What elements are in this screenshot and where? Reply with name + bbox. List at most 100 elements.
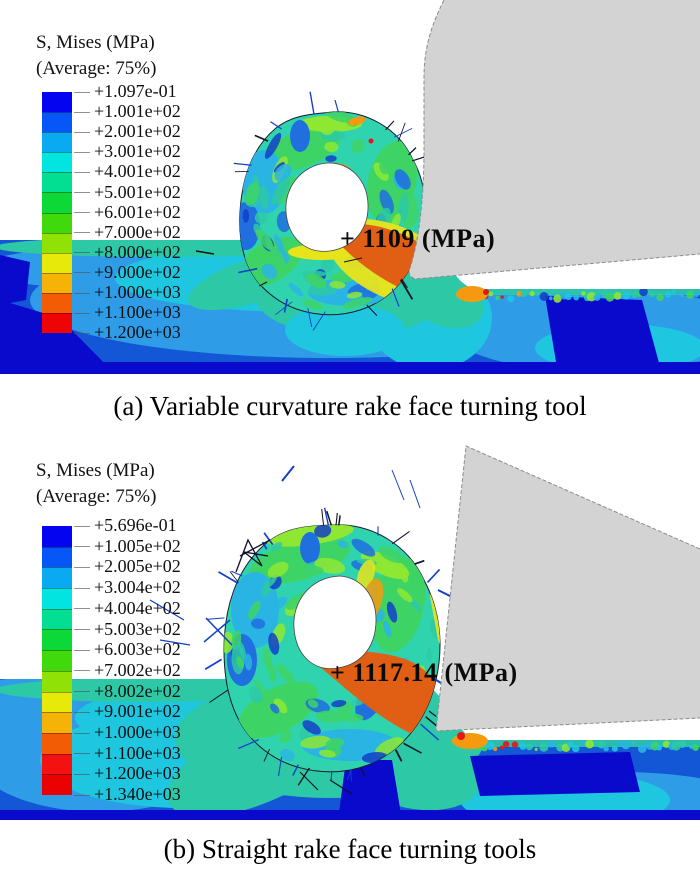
legend-tick xyxy=(74,192,90,193)
legend-value-label: +1.100e+03 xyxy=(94,742,181,763)
legend-color-band xyxy=(42,212,72,233)
legend-tick xyxy=(74,649,90,651)
legend-value-label: +1.005e+02 xyxy=(94,535,181,556)
legend-tick xyxy=(74,252,90,254)
legend-subtitle-a: (Average: 75%) xyxy=(36,58,157,79)
legend-tick xyxy=(74,312,90,314)
max-stress-annotation-a: + 1109 (MPa) xyxy=(340,224,496,253)
legend-tick xyxy=(74,272,90,274)
legend-tick xyxy=(74,292,90,294)
legend-value-label: +8.002e+02 xyxy=(94,680,181,701)
colorbar-legend-a: S, Mises (MPa) (Average: 75%) +1.097e-01… xyxy=(36,30,266,347)
chip-element-spikes-b xyxy=(204,507,441,786)
legend-value-label: +7.002e+02 xyxy=(94,659,181,680)
colorbar-legend-b: S, Mises (MPa) (Average: 75%) +5.696e-01… xyxy=(36,458,266,809)
legend-tick xyxy=(74,566,90,568)
legend-tick xyxy=(74,773,90,775)
legend-color-band xyxy=(42,172,72,193)
legend-tick xyxy=(74,131,90,133)
legend-tick xyxy=(74,91,90,93)
legend-value-label: +3.001e+02 xyxy=(94,141,181,162)
legend-color-band xyxy=(42,650,72,671)
legend-value-label: +2.001e+02 xyxy=(94,121,181,142)
legend-value-label: +1.000e+03 xyxy=(94,282,181,303)
legend-value-label: +3.004e+02 xyxy=(94,577,181,598)
legend-subtitle-b: (Average: 75%) xyxy=(36,486,157,507)
legend-tick xyxy=(74,608,90,610)
legend-value-label: +2.005e+02 xyxy=(94,556,181,577)
legend-value-label: +1.097e-01 xyxy=(94,81,177,102)
legend-color-band xyxy=(42,252,72,273)
legend-value-label: +5.003e+02 xyxy=(94,618,181,639)
legend-color-band xyxy=(42,272,72,293)
legend-color-band xyxy=(42,691,72,713)
legend-value-label: +1.000e+03 xyxy=(94,722,181,743)
legend-colorbar xyxy=(42,526,72,795)
legend-color-band xyxy=(42,732,72,754)
legend-tick xyxy=(74,111,90,113)
legend-tick xyxy=(74,794,90,796)
machined-surface-residual-stress-a xyxy=(476,287,699,303)
caption-panel-b: (b) Straight rake face turning tools xyxy=(163,834,537,864)
legend-value-label: +1.200e+03 xyxy=(94,763,181,784)
panel-a-chip xyxy=(195,91,426,331)
legend-tick xyxy=(74,151,90,153)
legend-color-band xyxy=(42,292,72,314)
legend-color-band xyxy=(42,546,72,568)
legend-value-label: +5.001e+02 xyxy=(94,181,181,202)
legend-color-band xyxy=(42,152,72,173)
max-stress-annotation-b: + 1117.14 (MPa) xyxy=(330,658,518,687)
chip-curl-hole-a xyxy=(285,162,369,252)
chip-curl-hole-b xyxy=(293,575,377,670)
panel-b-cutting-tool xyxy=(435,445,700,749)
legend-color-band xyxy=(42,132,72,153)
legend-color-band xyxy=(42,232,72,253)
legend-tick xyxy=(74,753,90,755)
legend-color-band xyxy=(42,774,72,795)
panel-b-chip xyxy=(149,465,459,795)
legend-color-band xyxy=(42,192,72,213)
legend-tick xyxy=(74,171,90,173)
legend-color-band xyxy=(42,608,72,630)
legend-value-label: +8.000e+02 xyxy=(94,241,181,262)
legend-tick xyxy=(74,711,90,713)
caption-panel-a: (a) Variable curvature rake face turning… xyxy=(113,391,587,421)
legend-title-b: S, Mises (MPa) xyxy=(36,460,155,481)
legend-title-a: S, Mises (MPa) xyxy=(36,32,155,53)
legend-value-label: +7.000e+02 xyxy=(94,221,181,242)
legend-color-band xyxy=(42,567,72,589)
legend-value-label: +5.696e-01 xyxy=(94,515,177,536)
legend-tick xyxy=(74,629,90,630)
legend-value-label: +9.000e+02 xyxy=(94,261,181,282)
legend-color-band xyxy=(42,92,72,113)
legend-tick xyxy=(74,732,90,734)
legend-value-label: +6.003e+02 xyxy=(94,639,181,660)
legend-tick xyxy=(74,212,90,214)
panel-a-cutting-tool xyxy=(408,0,700,302)
legend-tick xyxy=(74,232,90,234)
legend-color-band xyxy=(42,313,72,334)
machined-surface-residual-stress-b xyxy=(466,739,700,753)
legend-tick xyxy=(74,587,90,589)
legend-value-label: +1.200e+03 xyxy=(94,322,181,343)
legend-color-band xyxy=(42,526,72,547)
legend-tick xyxy=(74,670,90,672)
legend-color-band xyxy=(42,670,72,692)
legend-value-label: +6.001e+02 xyxy=(94,201,181,222)
legend-tick xyxy=(74,525,90,527)
legend-value-label: +1.340e+03 xyxy=(94,784,181,805)
legend-value-label: +4.001e+02 xyxy=(94,161,181,182)
legend-value-label: +4.004e+02 xyxy=(94,597,181,618)
legend-color-band xyxy=(42,588,72,609)
legend-color-band xyxy=(42,629,72,651)
legend-color-band xyxy=(42,112,72,133)
legend-color-band xyxy=(42,753,72,775)
legend-tick xyxy=(74,691,90,693)
legend-value-label: +9.001e+02 xyxy=(94,701,181,722)
legend-tick xyxy=(74,546,90,548)
stress-hotspot-a xyxy=(338,223,426,298)
legend-color-band xyxy=(42,712,72,733)
legend-tick xyxy=(74,332,90,334)
